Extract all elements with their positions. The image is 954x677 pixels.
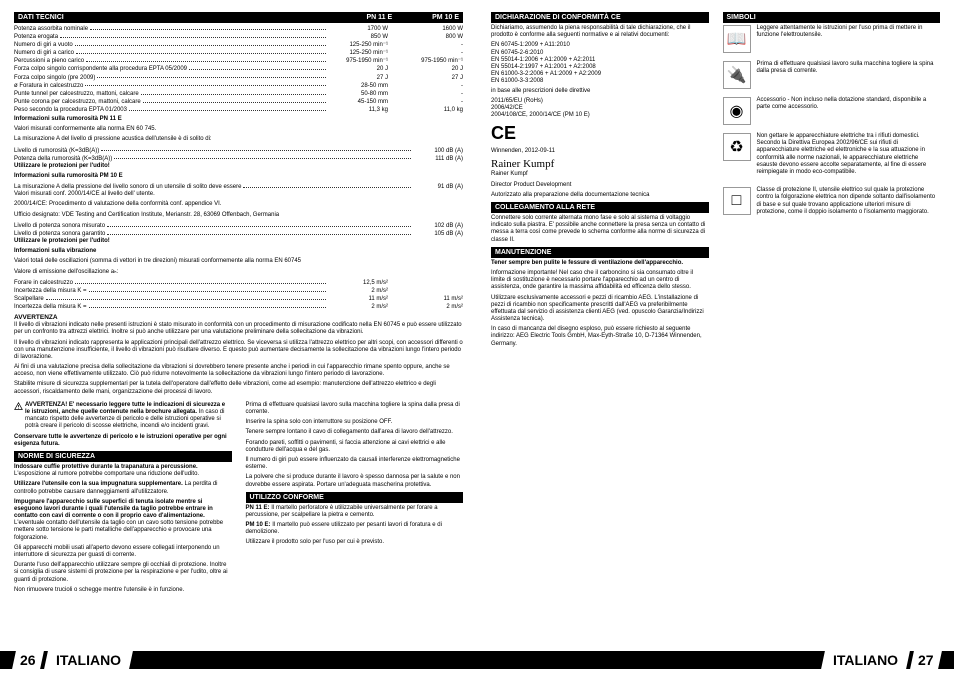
noise-pm10-warn: Utilizzare le protezioni per l'udito! [14, 238, 463, 245]
noise-pn11-intro2: La misurazione A del livello di pression… [14, 136, 463, 143]
symbol-icon: □ [723, 187, 751, 215]
noise-pm10-rows-a: La misurazione A della pressione del liv… [14, 183, 463, 191]
symbols-list: 📖 Leggere attentamente le istruzioni per … [723, 25, 941, 219]
vib-intro1: Valori totali delle oscillazioni (somma … [14, 258, 463, 265]
symbol-icon: ◉ [723, 97, 751, 125]
decl-dirs: 2011/65/EU (RoHs)2006/42/CE2004/108/CE, … [491, 98, 709, 120]
right-col1: DICHIARAZIONE DI CONFORMITÀ CE Dichiaria… [491, 12, 709, 351]
page-right: DICHIARAZIONE DI CONFORMITÀ CE Dichiaria… [477, 0, 954, 677]
sym-header: SIMBOLI [723, 12, 941, 23]
symbol-text: Classe di protezione II, utensile elettr… [757, 187, 941, 216]
bottom-left-col: AVVERTENZA! E' necessario leggere tutte … [14, 402, 232, 597]
manu-header: MANUTENZIONE [491, 247, 709, 258]
noise-pn11-title: Informazioni sulla rumorosità PN 11 E [14, 116, 463, 123]
avv-p1: Il livello di vibrazioni indicato nelle … [14, 322, 463, 336]
footer-right: ITALIANO 27 [477, 651, 954, 669]
tech-col2: PM 10 E [432, 14, 459, 21]
page-lang: ITALIANO [44, 651, 133, 669]
page-left: DATI TECNICI PN 11 E PM 10 E Potenza ass… [0, 0, 477, 677]
page-number: 27 [911, 651, 942, 669]
warning-block: AVVERTENZA! E' necessario leggere tutte … [14, 402, 232, 431]
coll-header: COLLEGAMENTO ALLA RETE [491, 202, 709, 213]
bottom-columns: AVVERTENZA! E' necessario leggere tutte … [14, 402, 463, 597]
vib-title: Informazioni sulla vibrazione [14, 248, 463, 255]
symbol-icon: ♻ [723, 133, 751, 161]
vib-intro2: Valore di emissione dell'oscillazione aₕ… [14, 269, 463, 276]
noise-pn11-intro1: Valori misurati conformemente alla norma… [14, 126, 463, 133]
right-col2: SIMBOLI 📖 Leggere attentamente le istruzi… [723, 12, 941, 351]
decl-header: DICHIARAZIONE DI CONFORMITÀ CE [491, 12, 709, 23]
ce-mark-icon: CE [491, 123, 709, 144]
noise-pm10-intro4: Ufficio designato: VDE Testing and Certi… [14, 212, 463, 219]
vib-rows: Forare in calcestruzzo12,5 m/s²Incertezz… [14, 279, 463, 311]
avv-p3: Ai fini di una valutazione precisa della… [14, 364, 463, 378]
symbol-icon: 📖 [723, 25, 751, 53]
avv-p2: Il livello di vibrazioni indicato rappre… [14, 340, 463, 362]
symbol-text: Prima di effettuare qualsiasi lavoro sul… [757, 61, 941, 75]
warn-keep: Conservare tutte le avvertenze di perico… [14, 434, 232, 448]
signature: Rainer Kumpf [491, 158, 709, 170]
symbol-text: Leggere attentamente le istruzioni per l… [757, 25, 941, 39]
utilizzo-header: UTILIZZO CONFORME [246, 492, 464, 503]
bottom-right-col: Prima di effettuare qualsiasi lavoro sul… [246, 402, 464, 597]
symbol-icon: 🔌 [723, 61, 751, 89]
avvertenza-title: AVVERTENZA [14, 314, 463, 321]
warning-icon [14, 402, 23, 411]
noise-pn11-warn: Utilizzare le protezioni per l'udito! [14, 163, 463, 170]
symbol-text: Accessorio - Non incluso nella dotazione… [757, 97, 941, 111]
symbol-text: Non gettare le apparecchiature elettrich… [757, 133, 941, 176]
tech-title: DATI TECNICI [18, 14, 64, 21]
noise-pm10-intro3: 2000/14/CE: Procedimento di valutazione … [14, 201, 463, 208]
decl-standards: EN 60745-1:2009 + A11:2010EN 60745-2-6:2… [491, 42, 709, 85]
noise-pn11-rows: Livello di rumorosità (K=3dB(A))100 dB (… [14, 147, 463, 163]
specs-table: Potenza assorbita nominale1700 W1600 WPo… [14, 25, 463, 114]
noise-pm10-rows-b: Livello di potenza sonora misurato102 dB… [14, 222, 463, 238]
footer-left: 26 ITALIANO [0, 651, 477, 669]
page-number: 26 [12, 651, 43, 669]
noise-pm10-intro2: Valori misurati conf. 2000/14/CE al live… [14, 191, 463, 198]
page-lang: ITALIANO [821, 651, 910, 669]
tech-col1: PN 11 E [366, 14, 392, 21]
warn-title: AVVERTENZA! E' necessario leggere tutte … [25, 402, 225, 415]
avv-p4: Stabilite misure di sicurezza supplement… [14, 381, 463, 395]
right-columns: DICHIARAZIONE DI CONFORMITÀ CE Dichiaria… [491, 12, 940, 351]
tech-data-header: DATI TECNICI PN 11 E PM 10 E [14, 12, 463, 23]
noise-pm10-title: Informazioni sulla rumorosità PM 10 E [14, 173, 463, 180]
norme-header: NORME DI SICUREZZA [14, 451, 232, 462]
